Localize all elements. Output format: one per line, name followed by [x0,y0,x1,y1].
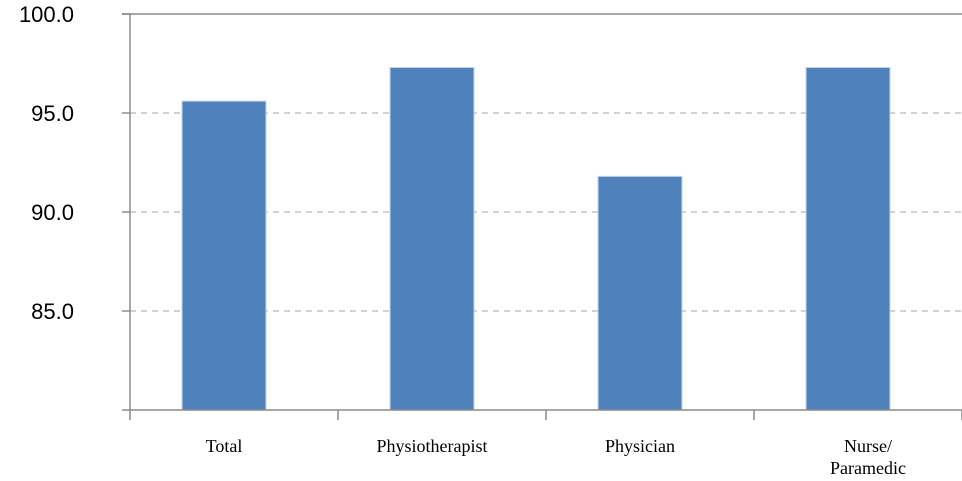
bar-physician [597,175,683,411]
x-tick-label: Physiotherapist [377,436,488,456]
x-axis-ticks: Total Physiotherapist Physician Nurse/Param… [129,410,962,478]
x-tick-label: Physician [605,436,675,456]
bar-nurse-paramedic [805,66,891,411]
y-axis-ticks: 100.0 95.0 90.0 85.0 [19,2,130,324]
y-tick-label: 95.0 [31,101,74,126]
x-tick-label: Total [206,436,243,456]
bar-physiotherapist [389,66,475,411]
bar-total [181,100,267,411]
x-tick-label: Nurse/Paramedic [830,436,906,478]
bars [181,66,891,411]
y-tick-label: 100.0 [19,2,74,27]
y-tick-label: 90.0 [31,200,74,225]
y-tick-label: 85.0 [31,299,74,324]
